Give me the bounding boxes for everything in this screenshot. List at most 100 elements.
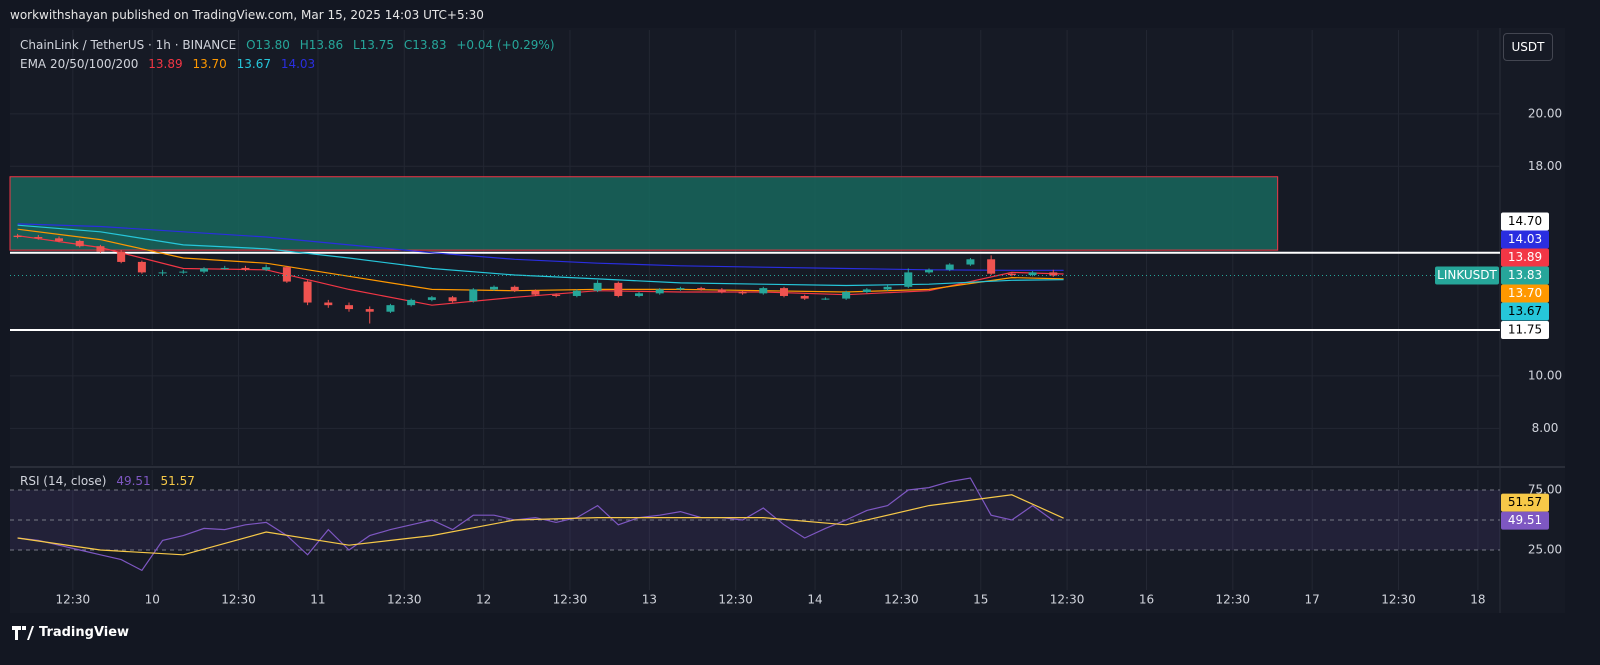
x-tick-label: 13 (642, 593, 657, 607)
price-tag-label: 13.89 (1508, 250, 1542, 264)
candle-body (676, 288, 685, 290)
x-tick-label: 12:30 (884, 593, 919, 607)
price-tag (1501, 230, 1549, 249)
candle-body (137, 261, 146, 273)
price-tag (1501, 212, 1549, 231)
x-tick-label: 12:30 (1215, 593, 1250, 607)
rsi-line (17, 494, 1064, 556)
candle-body (241, 267, 250, 270)
ema-value: 14.03 (280, 57, 316, 71)
candle-body (386, 305, 395, 312)
candle-body (96, 246, 105, 252)
candle-body (34, 237, 43, 239)
candle-body (490, 286, 499, 290)
price-tag-label: 13.83 (1508, 268, 1542, 282)
candle-body (179, 271, 188, 273)
x-tick-label: 12:30 (1050, 593, 1085, 607)
x-tick-label: 12:30 (1381, 593, 1416, 607)
candle-body (945, 264, 954, 270)
supply-zone (9, 176, 1279, 251)
candle-body (13, 235, 22, 238)
candle-body (531, 290, 540, 295)
brand-name: TradingView (39, 625, 130, 640)
candle-body (427, 297, 436, 300)
rsi-ma-value: 51.57 (160, 474, 195, 488)
candle-body (282, 267, 291, 282)
chart-area (10, 28, 1565, 613)
price-tag (1501, 321, 1549, 340)
footer-brand: TradingView (12, 625, 129, 640)
candle-body (55, 238, 64, 241)
candle-body (448, 297, 457, 302)
publisher-line: workwithshayan published on TradingView.… (10, 8, 484, 22)
y-tick-label: 20.00 (1528, 106, 1562, 120)
price-tag-label: 14.03 (1508, 232, 1542, 246)
x-tick-label: 16 (1139, 593, 1154, 607)
price-tag-label: 51.57 (1508, 495, 1542, 509)
ema-legend: EMA 20/50/100/200 13.89 13.70 13.67 14.0… (20, 57, 321, 71)
candle-body (842, 292, 851, 299)
ohlc-high: H13.86 (299, 38, 344, 52)
symbol-tag (1435, 266, 1499, 285)
price-tag-label: 14.70 (1508, 214, 1542, 228)
symbol-tag-label: LINKUSDT (1437, 268, 1497, 282)
candle-body (924, 269, 933, 273)
candle-body (759, 288, 768, 294)
ema-value: 13.70 (192, 57, 227, 71)
ema-value: 13.67 (236, 57, 271, 71)
candle-body (697, 288, 706, 290)
y-tick-label: 8.00 (1532, 421, 1559, 435)
candle-body (904, 272, 913, 287)
candle-body (862, 289, 871, 293)
x-tick-label: 15 (973, 593, 988, 607)
candle-body (1049, 272, 1058, 276)
candle-body (635, 293, 644, 296)
candle-body (220, 267, 229, 269)
price-tag-label: 11.75 (1508, 323, 1542, 337)
candle-body (987, 259, 996, 274)
price-tag (1501, 266, 1549, 285)
candle-body (262, 267, 271, 270)
x-tick-label: 12 (476, 593, 491, 607)
candle-body (552, 294, 561, 296)
ohlc-open: O13.80 (246, 38, 290, 52)
x-tick-label: 11 (310, 593, 325, 607)
candle-body (779, 288, 788, 296)
change: +0.04 (+0.29%) (456, 38, 555, 52)
candle-body (717, 289, 726, 293)
candle-body (324, 302, 333, 306)
candle-body (572, 290, 581, 296)
ema-value: 13.89 (148, 57, 183, 71)
x-tick-label: 18 (1470, 593, 1485, 607)
candle-body (821, 298, 830, 300)
candle-body (365, 309, 374, 312)
x-tick-label: 10 (145, 593, 160, 607)
ohlc-close: C13.83 (403, 38, 447, 52)
y-tick-label: 75.00 (1528, 483, 1562, 497)
ema-title: EMA 20/50/100/200 (20, 57, 139, 71)
ema-line (17, 224, 1064, 287)
candle-body (303, 281, 312, 303)
x-tick-label: 12:30 (718, 593, 753, 607)
rsi-legend: RSI (14, close) 49.51 51.57 (20, 474, 201, 488)
candle-body (469, 289, 478, 302)
candle-body (117, 251, 126, 262)
price-tag (1501, 302, 1549, 321)
rsi-value: 49.51 (116, 474, 151, 488)
price-tag (1501, 248, 1549, 267)
candle-body (345, 305, 354, 310)
candle-body (407, 299, 416, 306)
candle-body (1007, 273, 1016, 276)
symbol-title: ChainLink / TetherUS · 1h · BINANCE (20, 38, 237, 52)
ema-line (17, 228, 1064, 293)
candle-body (800, 295, 809, 299)
price-tag (1501, 284, 1549, 303)
x-tick-label: 14 (807, 593, 822, 607)
x-tick-label: 12:30 (553, 593, 588, 607)
candle-body (614, 282, 623, 296)
currency-button[interactable]: USDT (1503, 33, 1553, 61)
x-tick-label: 12:30 (221, 593, 256, 607)
brand-logo (12, 625, 34, 640)
